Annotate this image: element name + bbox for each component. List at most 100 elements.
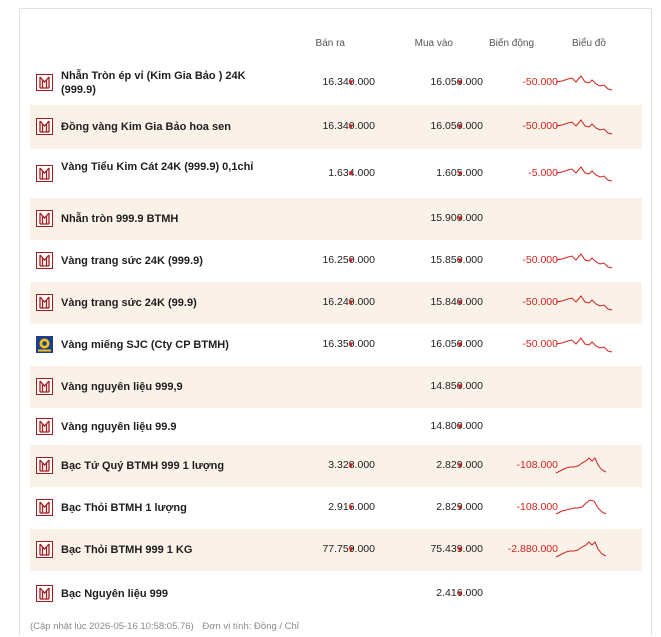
table-row[interactable]: Đồng vàng Kim Gia Bảo hoa sen 16.340.000 ▼…: [30, 105, 642, 149]
btmh-logo-icon: [36, 418, 53, 435]
product-name[interactable]: Vàng nguyên liệu 999,9: [61, 381, 183, 393]
unit-note: Đơn vị tính: Đồng / Chỉ: [202, 621, 299, 632]
table-row[interactable]: Vàng miếng SJC (Cty CP BTMH) 16.350.000 ▼ 1…: [30, 324, 642, 366]
sparkline-line: [555, 253, 613, 269]
sparkline-chart[interactable]: [554, 72, 618, 94]
btmh-logo-icon: [36, 499, 53, 516]
buy-down-arrow-icon: ▼: [456, 461, 464, 470]
product-name[interactable]: Vàng nguyên liệu 99.9: [61, 421, 177, 433]
table-row[interactable]: Bạc Thỏi BTMH 999 1 KG 77.759.000 ▼ 75.439.…: [30, 529, 642, 571]
table-row[interactable]: Vàng Tiểu Kim Cát 24K (999.9) 0,1chỉ 1.63…: [30, 149, 642, 198]
buy-down-arrow-icon: ▼: [456, 298, 464, 307]
sell-price: 16.340.000: [322, 76, 375, 88]
table-header: Bán ra Mua vào Biến động Biểu đồ: [0, 38, 661, 52]
buy-down-arrow-icon: ▼: [456, 256, 464, 265]
buy-down-arrow-icon: ▼: [456, 422, 464, 431]
table-row[interactable]: Nhẫn Tròn ép vỉ (Kim Gia Bảo ) 24K (999.…: [30, 61, 642, 105]
sell-price: 3.328.000: [328, 459, 375, 471]
buy-down-arrow-icon: ▼: [456, 169, 464, 178]
buy-down-arrow-icon: ▼: [456, 214, 464, 223]
btmh-logo-icon: [36, 541, 53, 558]
buy-down-arrow-icon: ▼: [456, 78, 464, 87]
product-name[interactable]: Nhẫn Tròn ép vỉ (Kim Gia Bảo ) 24K (999.…: [61, 70, 246, 96]
buy-price: 15.840.000: [430, 296, 483, 308]
table-row[interactable]: Bạc Thỏi BTMH 1 lượng 2.916.000 ▼ 2.829.000…: [30, 487, 642, 529]
product-name[interactable]: Vàng trang sức 24K (99.9): [61, 297, 197, 309]
sparkline-line: [555, 166, 613, 182]
buy-price: 15.900.000: [430, 212, 483, 224]
product-name[interactable]: Bạc Thỏi BTMH 1 lượng: [61, 502, 187, 514]
buy-price: 16.050.000: [430, 76, 483, 88]
buy-down-arrow-icon: ▼: [456, 340, 464, 349]
sell-down-arrow-icon: ▼: [347, 78, 355, 87]
product-name[interactable]: Nhẫn tròn 999.9 BTMH: [61, 213, 179, 225]
sparkline-chart[interactable]: [554, 116, 618, 138]
price-change: -50.000: [522, 296, 558, 308]
header-buy: Mua vào: [414, 38, 453, 49]
price-change: -50.000: [522, 76, 558, 88]
buy-price: 2.829.000: [436, 501, 483, 513]
product-name[interactable]: Vàng trang sức 24K (999.9): [61, 255, 203, 267]
sell-price: 16.340.000: [322, 120, 375, 132]
sell-price: 16.350.000: [322, 338, 375, 350]
sell-down-arrow-icon: ▼: [347, 169, 355, 178]
header-change: Biến động: [489, 38, 535, 49]
sell-price: 77.759.000: [322, 543, 375, 555]
buy-price: 14.800.000: [430, 420, 483, 432]
price-change: -5.000: [528, 167, 558, 179]
buy-down-arrow-icon: ▼: [456, 589, 464, 598]
btmh-logo-icon: [36, 210, 53, 227]
price-change: -50.000: [522, 120, 558, 132]
sell-price: 1.634.000: [328, 167, 375, 179]
sparkline-chart[interactable]: [554, 497, 618, 519]
buy-price: 14.850.000: [430, 380, 483, 392]
sell-price: 16.250.000: [322, 254, 375, 266]
sparkline-line: [555, 75, 613, 91]
sparkline-chart[interactable]: [554, 250, 618, 272]
sparkline-chart[interactable]: [554, 334, 618, 356]
sell-down-arrow-icon: ▼: [347, 256, 355, 265]
buy-down-arrow-icon: ▼: [456, 382, 464, 391]
product-name[interactable]: Bạc Thỏi BTMH 999 1 KG: [61, 544, 193, 556]
price-change: -2.880.000: [507, 543, 558, 555]
buy-price: 16.050.000: [430, 338, 483, 350]
sell-down-arrow-icon: ▼: [347, 298, 355, 307]
product-name[interactable]: Đồng vàng Kim Gia Bảo hoa sen: [61, 121, 231, 133]
header-chart: Biểu đồ: [572, 38, 606, 49]
buy-price: 75.439.000: [430, 543, 483, 555]
btmh-logo-icon: [36, 74, 53, 91]
btmh-logo-icon: [36, 457, 53, 474]
btmh-logo-icon: [36, 252, 53, 269]
table-row[interactable]: Vàng trang sức 24K (99.9) 16.240.000 ▼ 15.8…: [30, 282, 642, 324]
sell-down-arrow-icon: ▼: [347, 122, 355, 131]
price-change: -108.000: [516, 501, 558, 513]
btmh-logo-icon: [36, 378, 53, 395]
table-row[interactable]: Bạc Tứ Quý BTMH 999 1 lượng 3.328.000 ▼ 2.8…: [30, 445, 642, 487]
table-row[interactable]: Nhẫn tròn 999.9 BTMH 15.900.000 ▼: [30, 198, 642, 240]
price-change: -108.000: [516, 459, 558, 471]
sell-price: 16.240.000: [322, 296, 375, 308]
sell-down-arrow-icon: ▼: [347, 545, 355, 554]
sparkline-line: [555, 337, 613, 353]
sell-down-arrow-icon: ▼: [347, 340, 355, 349]
sell-price: 2.916.000: [328, 501, 375, 513]
sparkline-chart[interactable]: [554, 539, 618, 561]
table-row[interactable]: Bạc Nguyên liệu 999 2.416.000 ▼: [30, 571, 642, 616]
sparkline-chart[interactable]: [554, 163, 618, 185]
product-name[interactable]: Bạc Nguyên liệu 999: [61, 588, 168, 600]
sparkline-chart[interactable]: [554, 292, 618, 314]
sparkline-chart[interactable]: [554, 455, 618, 477]
product-name[interactable]: Vàng miếng SJC (Cty CP BTMH): [61, 339, 229, 351]
price-change: -50.000: [522, 254, 558, 266]
product-name[interactable]: Vàng Tiểu Kim Cát 24K (999.9) 0,1chỉ: [61, 161, 254, 173]
table-row[interactable]: Vàng nguyên liệu 99.9 14.800.000 ▼: [30, 408, 642, 445]
last-updated: (Cập nhật lúc 2026-05-16 10:58:05.76): [30, 621, 194, 632]
sjc-logo-icon: [36, 336, 53, 353]
buy-price: 2.416.000: [436, 587, 483, 599]
product-name[interactable]: Bạc Tứ Quý BTMH 999 1 lượng: [61, 460, 225, 472]
table-row[interactable]: Vàng nguyên liệu 999,9 14.850.000 ▼: [30, 366, 642, 408]
table-row[interactable]: Vàng trang sức 24K (999.9) 16.250.000 ▼ 15.…: [30, 240, 642, 282]
btmh-logo-icon: [36, 118, 53, 135]
btmh-logo-icon: [36, 294, 53, 311]
buy-price: 16.050.000: [430, 120, 483, 132]
